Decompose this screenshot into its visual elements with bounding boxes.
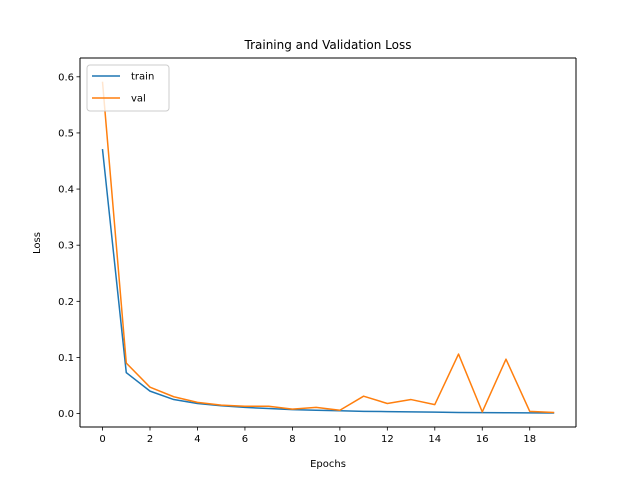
y-tick-label: 0.3 xyxy=(58,241,74,252)
x-tick-label: 8 xyxy=(289,434,295,445)
series-layer xyxy=(101,81,555,414)
legend-box xyxy=(86,64,170,112)
y-axis-label: Loss xyxy=(32,232,43,254)
x-tick-label: 12 xyxy=(381,434,394,445)
x-tick-label: 4 xyxy=(194,434,200,445)
x-tick-label: 6 xyxy=(242,434,248,445)
y-tick-label: 0.0 xyxy=(58,409,74,420)
plot-area xyxy=(80,58,576,427)
series-line-train xyxy=(101,148,555,414)
x-tick-label: 2 xyxy=(147,434,153,445)
legend: train val xyxy=(86,64,170,112)
axes-frame xyxy=(79,57,577,428)
x-axis-label: Epochs xyxy=(310,459,346,470)
legend-label-train: train xyxy=(131,72,154,83)
x-tick-label: 10 xyxy=(333,434,346,445)
x-tick-label: 18 xyxy=(523,434,536,445)
y-tick-label: 0.5 xyxy=(58,128,74,139)
y-tick-label: 0.6 xyxy=(58,72,74,83)
plot-background xyxy=(80,58,576,427)
y-axis-ticks: 0.0 0.1 0.2 0.3 0.4 0.5 0.6 xyxy=(58,72,80,420)
chart-title: Training and Validation Loss xyxy=(244,38,412,52)
x-axis-ticks: 0 2 4 6 8 10 12 14 16 18 xyxy=(99,427,536,445)
legend-label-val: val xyxy=(131,94,146,105)
y-tick-label: 0.1 xyxy=(58,353,74,364)
y-tick-label: 0.4 xyxy=(58,185,74,196)
series-line-val xyxy=(101,81,555,414)
x-tick-label: 0 xyxy=(99,434,105,445)
y-tick-label: 0.2 xyxy=(58,297,74,308)
x-tick-label: 14 xyxy=(428,434,441,445)
x-tick-label: 16 xyxy=(476,434,489,445)
